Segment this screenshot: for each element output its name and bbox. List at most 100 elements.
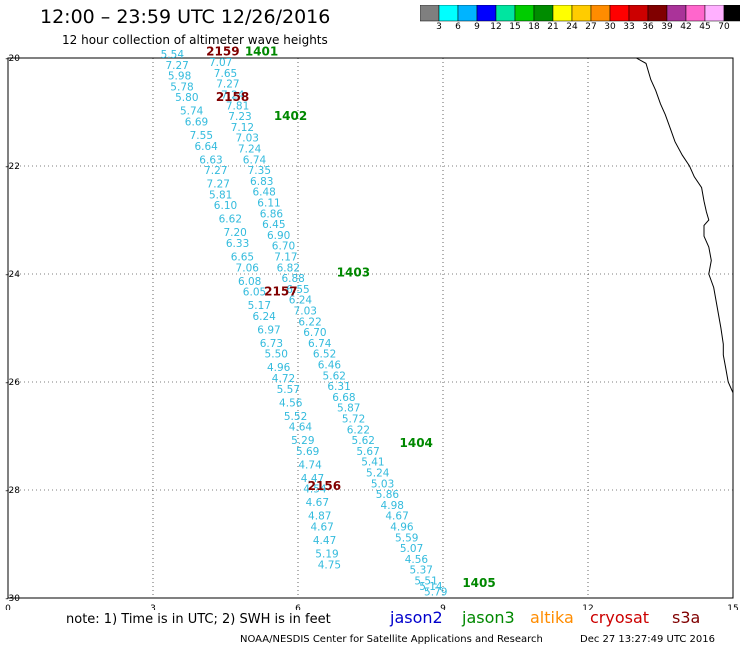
wave-height-value: 7.20 [223, 227, 246, 239]
wave-height-value: 7.17 [274, 252, 297, 264]
wave-height-value: 5.74 [180, 106, 204, 118]
wave-height-value: 5.62 [352, 435, 375, 447]
pass-number-label: 1403 [337, 266, 370, 280]
wave-height-value: 6.22 [347, 424, 370, 436]
colorbar-label: 42 [680, 22, 692, 32]
wave-height-value: 4.64 [289, 422, 313, 434]
pass-number-label: 2159 [206, 44, 239, 58]
wave-height-value: 5.86 [376, 489, 400, 501]
color-scale-legend [420, 5, 740, 22]
wave-height-value: 7.55 [190, 130, 213, 142]
colorbar-label: 6 [455, 22, 461, 32]
wave-height-value: 6.82 [277, 262, 300, 274]
pass-number-label: 1405 [462, 576, 495, 590]
wave-height-value: 7.24 [238, 144, 262, 156]
footnote: note: 1) Time is in UTC; 2) SWH is in fe… [66, 612, 331, 627]
wave-height-value: 5.87 [337, 403, 360, 415]
wave-height-value: 6.63 [199, 154, 222, 166]
wave-height-value: 6.08 [238, 276, 261, 288]
coastline [636, 57, 734, 394]
generated-timestamp: Dec 27 13:27:49 UTC 2016 [580, 634, 715, 645]
wave-height-value: 5.17 [248, 300, 271, 312]
satellite-legend-item: s3a [672, 608, 701, 627]
wave-height-value: 5.29 [291, 435, 314, 447]
satellite-legend-item: cryosat [590, 608, 650, 627]
wave-height-value: 4.96 [267, 362, 291, 374]
credit-text: NOAA/NESDIS Center for Satellite Applica… [240, 634, 543, 645]
colorbar-label: 15 [509, 22, 521, 32]
wave-height-value: 6.70 [303, 327, 326, 339]
wave-height-value: 5.67 [356, 446, 379, 458]
wave-height-value: 5.80 [175, 92, 198, 104]
satellite-legend-item: jason3 [462, 608, 515, 627]
colorbar-label: 3 [436, 22, 442, 32]
satellite-legend-item: altika [530, 608, 574, 627]
wave-height-value: 7.03 [236, 133, 259, 145]
colorbar-label: 18 [528, 22, 540, 32]
wave-height-value: 6.05 [243, 287, 266, 299]
wave-height-value: 5.50 [265, 349, 288, 361]
colorbar-label: 30 [604, 22, 616, 32]
wave-height-value: 5.98 [168, 71, 191, 83]
y-tick-label: -30 [5, 594, 20, 604]
wave-height-value: 6.97 [257, 324, 280, 336]
wave-height-value: 7.35 [248, 165, 271, 177]
wave-height-value: 6.69 [185, 117, 208, 129]
pass-number-label: 1404 [400, 436, 433, 450]
colorbar-label: 27 [585, 22, 597, 32]
wave-height-value: 4.72 [272, 373, 295, 385]
wave-height-value: 6.24 [289, 295, 313, 307]
wave-height-value: 4.74 [298, 459, 322, 471]
wave-height-value: 6.74 [308, 338, 332, 350]
wave-height-value: 6.52 [313, 349, 336, 361]
wave-height-value: 6.33 [226, 238, 249, 250]
colorbar-swatch [723, 5, 740, 22]
wave-height-value: 6.64 [194, 141, 218, 153]
wave-height-value: 6.74 [243, 154, 267, 166]
wave-height-value: 7.23 [228, 111, 251, 123]
wave-height-value: 5.52 [284, 411, 307, 423]
colorbar-label: 21 [547, 22, 559, 32]
wave-height-value: 6.65 [231, 252, 254, 264]
wave-height-value: 6.86 [260, 208, 284, 220]
y-tick-label: -26 [5, 378, 20, 388]
wave-height-value: 4.56 [405, 554, 429, 566]
wave-height-value: 5.78 [170, 81, 193, 93]
colorbar-label: 70 [718, 22, 730, 32]
wave-height-value: 4.54 [303, 484, 327, 496]
wave-height-value: 6.22 [298, 316, 321, 328]
wave-height-value: 5.81 [209, 189, 232, 201]
y-tick-label: -28 [5, 486, 20, 496]
wave-height-value: 6.70 [272, 241, 295, 253]
wave-height-value: 6.73 [260, 338, 283, 350]
wave-height-value: 6.24 [252, 311, 276, 323]
map-frame [7, 57, 734, 599]
wave-height-value: 5.69 [296, 446, 319, 458]
wave-height-value: 5.03 [371, 478, 394, 490]
wave-height-value: 6.45 [262, 219, 285, 231]
wave-height-value: 6.55 [286, 284, 309, 296]
wave-height-value: 6.46 [318, 360, 342, 372]
pass-number-label: 2157 [264, 285, 297, 299]
wave-height-value: 6.83 [250, 176, 273, 188]
wave-height-value: 7.27 [216, 79, 239, 91]
wave-height-value: 5.07 [400, 543, 423, 555]
wave-height-value: 7.06 [236, 262, 260, 274]
pass-number-label: 2158 [216, 90, 249, 104]
y-tick-label: -22 [5, 162, 20, 172]
y-tick-label: -24 [5, 270, 20, 280]
wave-height-value: 4.56 [279, 397, 303, 409]
wave-height-value: 4.47 [301, 473, 324, 485]
colorbar-label: 9 [474, 22, 480, 32]
wave-height-value: 4.75 [318, 559, 341, 571]
wave-height-value: 5.62 [323, 370, 346, 382]
colorbar-label: 45 [699, 22, 711, 32]
pass-number-label: 1402 [274, 109, 307, 123]
wave-height-value: 5.19 [315, 549, 338, 561]
wave-height-value: 5.59 [395, 532, 418, 544]
wave-height-value: 7.27 [204, 165, 227, 177]
page-subtitle: 12 hour collection of altimeter wave hei… [62, 33, 328, 47]
wave-height-value: 4.47 [313, 535, 336, 547]
colorbar-label: 24 [566, 22, 578, 32]
colorbar-label: 12 [490, 22, 502, 32]
